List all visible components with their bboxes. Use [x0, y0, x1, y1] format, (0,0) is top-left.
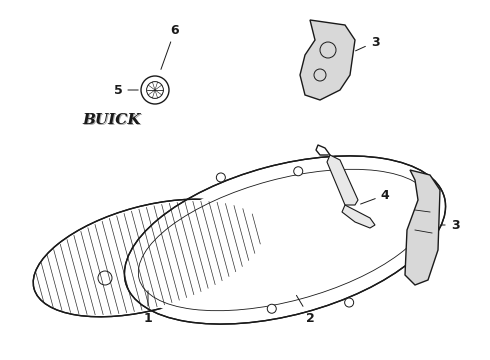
Polygon shape — [405, 170, 440, 285]
Text: BUICK: BUICK — [83, 114, 142, 128]
Text: BUICK: BUICK — [82, 113, 141, 127]
Ellipse shape — [131, 163, 439, 318]
Polygon shape — [300, 20, 355, 100]
Text: 1: 1 — [144, 291, 152, 324]
Polygon shape — [342, 205, 375, 228]
Text: 2: 2 — [296, 296, 315, 324]
Text: 6: 6 — [161, 23, 179, 69]
Circle shape — [294, 167, 303, 176]
Circle shape — [217, 173, 225, 182]
Ellipse shape — [37, 201, 259, 315]
Text: 5: 5 — [114, 84, 138, 96]
Circle shape — [344, 298, 354, 307]
Text: 4: 4 — [361, 189, 390, 204]
Text: 3: 3 — [356, 36, 379, 51]
Text: 3: 3 — [441, 219, 459, 231]
Polygon shape — [327, 155, 358, 205]
Circle shape — [267, 304, 276, 313]
